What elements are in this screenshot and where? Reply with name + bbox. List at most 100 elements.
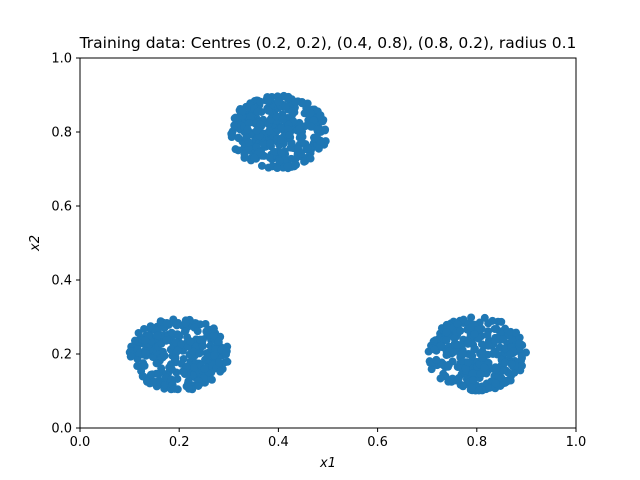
data-point [167,328,176,337]
data-point [474,386,483,395]
data-point [152,359,161,368]
data-point [512,328,521,337]
data-point [278,115,287,124]
data-point [291,97,300,106]
data-point [283,162,292,171]
data-point [263,96,272,105]
data-point [499,366,508,375]
y-tick-label: 0.0 [51,422,72,437]
data-point [266,115,275,124]
data-point [459,349,468,358]
data-point [198,341,207,350]
data-point [468,369,477,378]
data-point [253,107,262,116]
data-point [183,379,192,388]
data-point [162,336,171,345]
data-point [277,148,286,157]
data-point [231,145,240,154]
data-point [186,337,195,346]
data-point [173,374,182,383]
x-tick-label: 0.4 [268,435,289,450]
data-point [463,339,472,348]
data-point [510,368,519,377]
data-point [275,157,284,166]
data-point [126,346,135,355]
chart-title: Training data: Centres (0.2, 0.2), (0.4,… [79,34,577,52]
data-point [309,116,318,125]
y-tick-label: 0.6 [51,200,72,215]
data-point [188,371,197,380]
data-point [478,354,487,363]
x-tick-label: 0.2 [169,435,190,450]
data-point [196,335,205,344]
data-point [307,122,316,131]
data-point [291,154,300,163]
data-point [174,330,183,339]
data-point [256,120,265,129]
data-point [470,330,479,339]
data-point [442,336,451,345]
y-tick-label: 0.4 [51,274,72,289]
data-point [214,337,223,346]
data-point [265,127,274,136]
data-point [456,326,465,335]
data-point [430,345,439,354]
data-point [181,319,190,328]
data-point [162,319,171,327]
data-point [209,331,218,340]
data-point [141,349,150,358]
data-point [223,357,232,366]
y-tick-label: 0.2 [51,348,72,363]
data-point [130,336,139,345]
x-tick-label: 0.6 [367,435,388,450]
data-point [234,133,243,142]
data-point [141,336,150,345]
data-point [499,335,508,344]
data-point [453,319,462,328]
data-point [485,383,494,392]
data-point [492,365,501,374]
x-axis-label: x1 [319,456,336,471]
x-tick-label: 0.8 [466,435,487,450]
data-point [459,382,468,391]
data-point [480,363,489,372]
data-point [149,378,158,387]
data-point [146,322,155,331]
data-point [469,376,478,385]
data-point [227,133,236,142]
data-point [320,126,329,135]
data-point [203,353,212,362]
data-point [501,358,510,367]
data-point [290,161,299,170]
data-point [153,331,162,340]
data-point [517,361,526,370]
data-point [314,144,323,153]
data-point [222,347,231,356]
data-point [466,323,475,332]
data-point [209,324,218,333]
data-point [265,153,274,162]
data-point [478,347,487,356]
data-point [140,361,149,370]
data-point [497,317,506,326]
data-point [432,355,441,364]
data-point [250,153,259,162]
data-point [296,149,305,158]
data-point [442,351,451,360]
data-point [170,384,179,393]
data-point [216,367,225,376]
data-point [444,362,453,371]
data-point [244,143,253,152]
data-point [461,364,470,373]
data-point [190,363,199,372]
data-point [238,107,247,116]
data-point [274,97,283,106]
data-point [244,119,253,128]
data-point [284,95,292,104]
data-point [166,362,175,371]
data-points [125,91,530,395]
data-point [210,351,219,360]
data-point [316,111,325,120]
data-point [269,147,278,156]
